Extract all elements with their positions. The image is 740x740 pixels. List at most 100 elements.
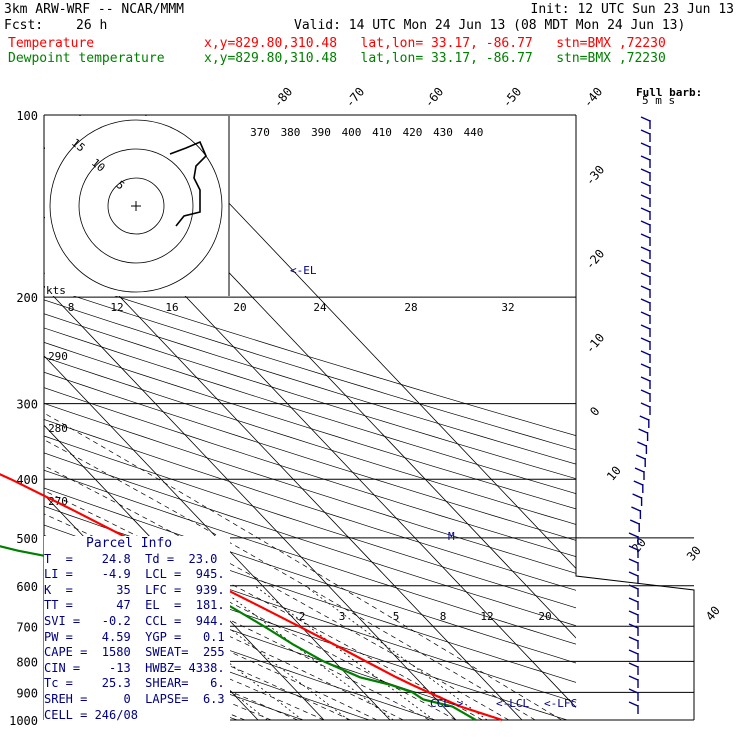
wind-barb-flag [628, 558, 639, 564]
parcel-info-panel: Parcel Info T = 24.8 Td = 23.0 LI = -4.9 … [44, 536, 230, 722]
pressure-label: 700 [16, 620, 38, 634]
wind-barb-flag [640, 246, 651, 252]
dry-adiabat [44, 341, 576, 510]
dry-adiabat [44, 584, 436, 720]
wind-barb-flag [640, 285, 651, 291]
isotherm-label: -20 [583, 247, 608, 273]
parcel-info-row: TT = 47 EL = 181. [44, 598, 225, 613]
parcel-info-title: Parcel Info [86, 536, 173, 551]
dry-adiabat [44, 299, 576, 465]
parcel-info-row: SVI = -0.2 CCL = 944. [44, 613, 225, 628]
wind-barb-flag [637, 441, 647, 447]
wind-barb-flag [640, 272, 651, 278]
hodograph-ring [107, 177, 165, 235]
dry-adiabat [44, 272, 576, 437]
wind-barb-flag [640, 233, 651, 239]
parcel-info-row: PW = 4.59 YGP = 0.1 [44, 629, 225, 644]
isotherm-label: -50 [500, 85, 525, 111]
mixing-ratio-label: 3 [339, 610, 346, 623]
wind-barb-flag [640, 181, 651, 187]
isotherm [44, 285, 457, 720]
isotherm-label: -40 [581, 85, 606, 111]
theta-label: 420 [403, 126, 423, 139]
isotherm [144, 115, 576, 570]
dewpoint-location: x,y=829.80,310.48 lat,lon= 33.17, -86.77… [204, 51, 666, 66]
hodograph-scale-label: 20 [233, 301, 246, 314]
wind-legend: Full barb: [636, 86, 702, 99]
moist-adiabat [44, 587, 351, 720]
dry-adiabat [44, 469, 576, 645]
hodograph-unit: kts [46, 284, 66, 297]
isotherm-label: -30 [583, 163, 608, 189]
valid-time: Valid: 14 UTC Mon 24 Jun 13 (08 MDT Mon … [294, 18, 686, 33]
wind-barb-flag [640, 142, 651, 148]
wind-barb-flag [628, 701, 639, 707]
hodograph-scale-label: 28 [404, 301, 417, 314]
isotherm-label: -70 [343, 85, 368, 111]
parcel-info-row: Tc = 25.3 SHEAR= 6. [44, 676, 225, 691]
wind-barb-flag [640, 324, 651, 330]
mixing-ratio-line [174, 585, 349, 720]
wind-barb-flag [640, 350, 651, 356]
dry-adiabat [44, 435, 576, 609]
theta-label: 370 [250, 126, 270, 139]
wind-barb-flag [640, 389, 651, 395]
temperature-legend: Temperature [8, 36, 95, 51]
mixing-ratio-line [304, 585, 488, 720]
wind-legend-unit: 5 m s [642, 94, 675, 107]
dry-adiabat [44, 487, 576, 664]
wind-barb-flag [640, 376, 651, 382]
dry-adiabat [44, 285, 576, 451]
wind-barb-flag [635, 454, 646, 460]
pressure-label: 1000 [9, 714, 38, 728]
wind-barb-flag [640, 207, 651, 213]
el-marker: <-EL [290, 264, 317, 277]
isotherm-label: 10 [604, 463, 624, 483]
init-time: Init: 12 UTC Sun 23 Jun 13 [530, 2, 735, 17]
wind-barb-flag [640, 194, 651, 200]
pressure-label: 500 [16, 532, 38, 546]
dry-adiabat [44, 313, 576, 480]
wind-barb-flag [640, 129, 651, 135]
wind-barb-flag [628, 662, 639, 668]
pressure-label: 300 [16, 398, 38, 412]
dry-adiabat [44, 419, 576, 591]
isotherm-label: 0 [587, 404, 602, 419]
hodograph-trace [169, 140, 207, 227]
pressure-label: 400 [16, 473, 38, 487]
wind-barb-flag [628, 688, 639, 694]
mixing-ratio-label: 8 [440, 610, 447, 623]
hodograph-scale-label: 8 [68, 301, 75, 314]
pressure-label: 600 [16, 580, 38, 594]
wind-barb-flag [628, 610, 639, 616]
hodograph-scale-label: 24 [313, 301, 327, 314]
wind-barb-flag [640, 155, 651, 161]
pressure-label: 100 [16, 109, 38, 123]
wind-barb-flag [632, 493, 642, 499]
ccl-marker: CCL-> [430, 697, 463, 710]
mixing-ratio-label: 12 [480, 610, 493, 623]
moist-adiabat [44, 602, 325, 720]
hodograph-scale-label: 12 [110, 301, 123, 314]
adiabat-label: 280 [48, 422, 68, 435]
theta-label: 390 [311, 126, 331, 139]
isotherm-label: -80 [271, 85, 296, 111]
dry-adiabat [44, 452, 576, 627]
dry-adiabat [44, 327, 576, 495]
wind-barb-flag [640, 363, 651, 369]
dry-adiabat [44, 403, 576, 574]
wind-barb-flag [628, 545, 639, 551]
moist-adiabat [44, 412, 562, 720]
wind-barb-flag [628, 636, 639, 642]
moist-adiabat [44, 439, 536, 720]
wind-barb-flag [633, 480, 644, 486]
theta-label: 400 [342, 126, 362, 139]
hodograph-ring [49, 119, 223, 293]
theta-label: 410 [372, 126, 392, 139]
parcel-info-row: LI = -4.9 LCL = 945. [44, 567, 225, 582]
dry-adiabat [44, 605, 370, 720]
dewpoint-legend: Dewpoint temperature [8, 51, 165, 66]
moist-adiabat [44, 534, 430, 720]
wind-barb-flag [629, 519, 640, 525]
frame-lower-right [575, 536, 695, 720]
